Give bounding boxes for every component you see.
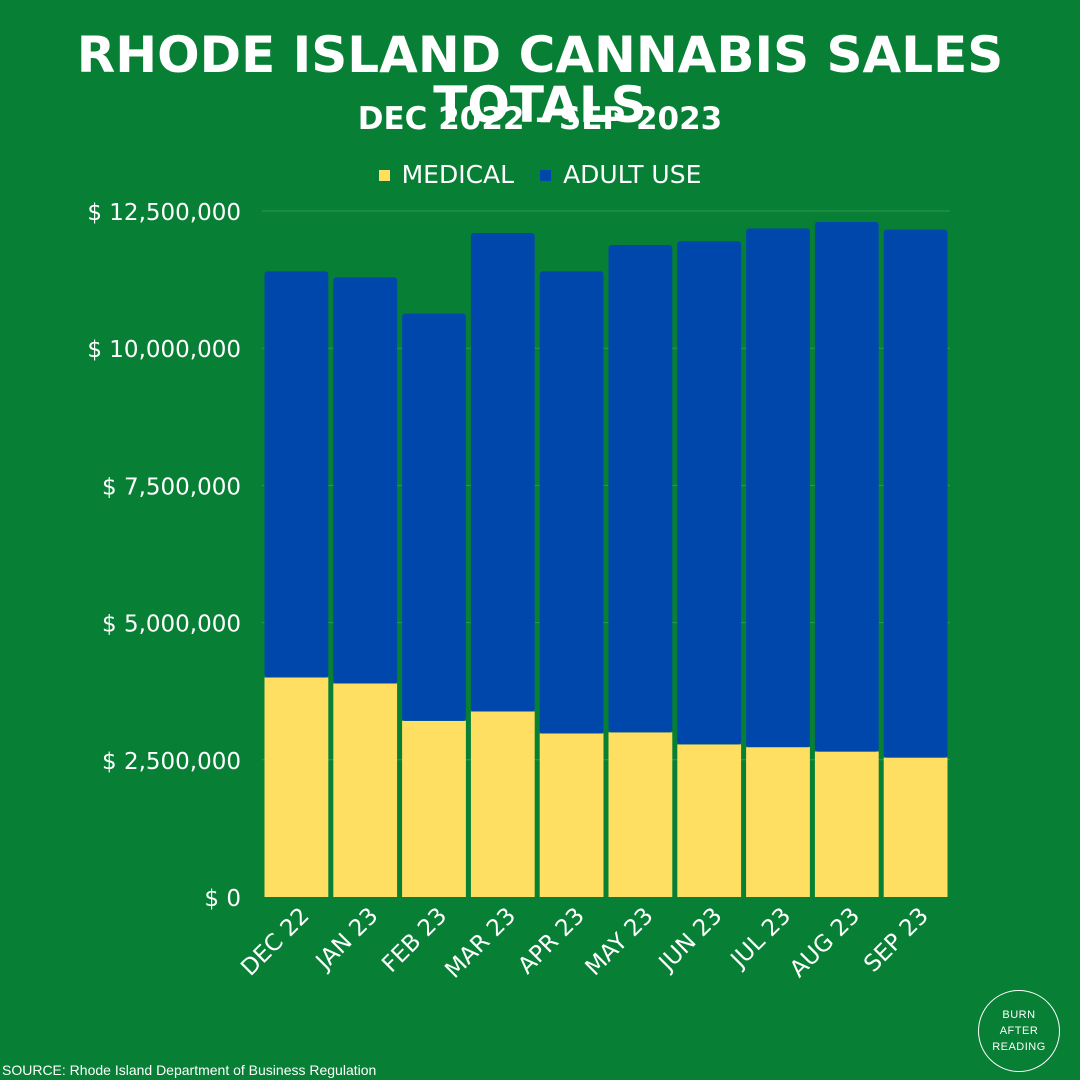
- y-tick-label: $ 7,500,000: [102, 474, 241, 500]
- bar-medical: [470, 711, 535, 897]
- bar-medical: [746, 747, 810, 897]
- legend-label-medical: MEDICAL: [401, 160, 515, 189]
- x-tick-label: MAR 23: [440, 903, 521, 984]
- bar-medical: [677, 744, 742, 897]
- bar-medical: [883, 757, 948, 897]
- bar-medical: [539, 733, 604, 897]
- bar-adult-use: [539, 271, 604, 734]
- chart-subtitle: DEC 2022 - SEP 2023: [357, 101, 723, 137]
- legend-item-medical: MEDICAL: [378, 160, 515, 190]
- x-tick-label: APR 23: [513, 903, 589, 979]
- bar-adult-use: [333, 277, 398, 684]
- y-tick-label: $ 5,000,000: [102, 612, 241, 638]
- badge-line-1: BURN: [1002, 1009, 1036, 1021]
- bar-adult-use: [470, 232, 535, 712]
- legend-item-adult-use: ADULT USE: [540, 160, 701, 190]
- badge-line-3: READING: [992, 1041, 1046, 1053]
- x-tick-label: SEP 23: [859, 903, 934, 978]
- legend-swatch-medical: [378, 169, 390, 181]
- x-tick-label: AUG 23: [785, 903, 865, 983]
- bar-medical: [402, 720, 466, 897]
- source-note: SOURCE: Rhode Island Department of Busin…: [2, 1062, 377, 1078]
- legend-swatch-adult-use: [540, 169, 552, 181]
- bar-adult-use: [608, 245, 673, 733]
- bar-medical: [264, 677, 329, 897]
- bar-adult-use: [402, 313, 466, 721]
- bar-medical: [608, 732, 673, 897]
- bar-adult-use: [677, 241, 742, 745]
- chart-title: RHODE ISLAND CANNABIS SALES TOTALS: [76, 26, 1004, 134]
- bar-adult-use: [264, 271, 329, 678]
- x-tick-label: JUN 23: [653, 903, 728, 978]
- bar-medical: [814, 751, 879, 897]
- y-tick-label: $ 0: [204, 886, 241, 912]
- y-tick-label: $ 2,500,000: [102, 749, 241, 775]
- bar-adult-use: [814, 221, 879, 752]
- x-tick-label: JAN 23: [310, 903, 383, 976]
- y-tick-label: $ 12,500,000: [87, 200, 241, 226]
- burn-after-reading-badge: BURN AFTER READING: [978, 990, 1060, 1072]
- bar-adult-use: [746, 228, 810, 748]
- bar-medical: [333, 683, 398, 897]
- legend: MEDICAL ADULT USE: [0, 160, 1080, 190]
- badge-line-2: AFTER: [999, 1025, 1039, 1037]
- x-tick-label: MAY 23: [581, 903, 659, 981]
- x-tick-label: DEC 22: [236, 903, 314, 981]
- y-tick-label: $ 10,000,000: [87, 337, 241, 363]
- legend-label-adult-use: ADULT USE: [563, 160, 702, 189]
- bar-adult-use: [883, 229, 948, 758]
